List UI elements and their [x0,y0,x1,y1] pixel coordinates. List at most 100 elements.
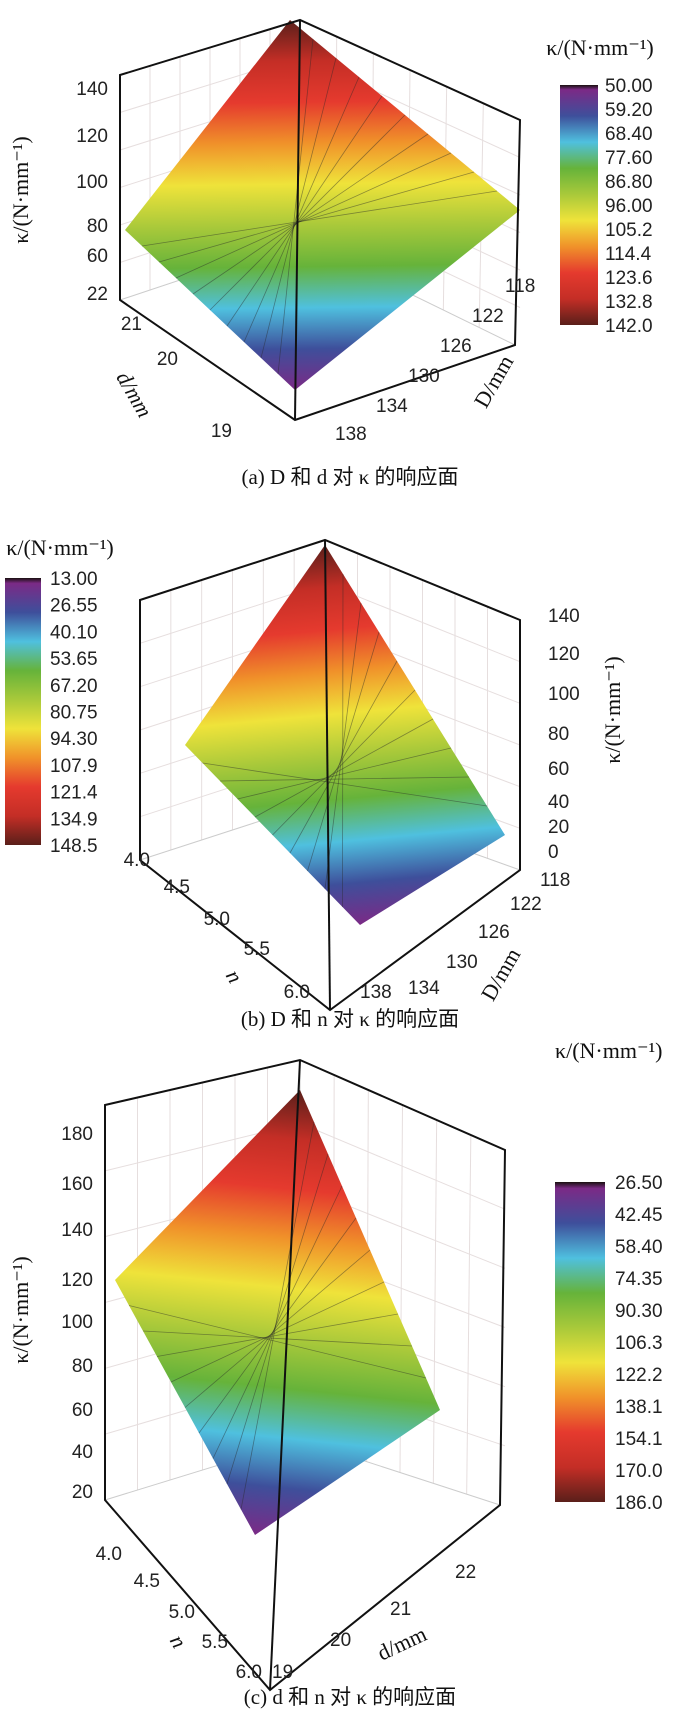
z-axis-label: κ/(N·mm⁻¹) [8,136,33,244]
colorbar-tick-label: 74.35 [615,1269,663,1290]
panel-c: 180 160 140 120 100 80 60 40 20 22 21 20 19 4.0 4.5 5.0… [8,1038,663,1709]
z-tick-label: 100 [76,172,108,193]
contour-line [237,747,452,800]
contour-line [192,133,429,295]
z-tick-label: 80 [548,724,569,745]
y-tick-label: 4.5 [164,877,190,898]
colorbar-tick-label: 13.00 [50,569,98,590]
contour-line [324,602,362,890]
colorbar-tick-label: 26.50 [615,1173,663,1194]
contour-line [240,1121,315,1510]
y-tick-label: 22 [87,284,108,305]
z-tick-label: 80 [87,216,108,237]
y-axis-label: n [221,965,248,987]
contour-line [243,76,360,343]
z-axis-label: κ/(N·mm⁻¹) [8,1256,33,1364]
contour-line [184,1249,371,1408]
z-tick-label: 100 [548,684,580,705]
y-tick-label: 19 [211,421,232,442]
colorbar-tick-label: 94.30 [50,729,98,750]
contour-line [202,762,488,807]
z-tick-label: 40 [72,1442,93,1463]
x-tick-label: 126 [440,336,472,357]
front-edge [294,19,301,421]
z-tick-label: 0 [548,842,559,863]
x-axis-label: D/mm [476,944,526,1005]
colorbar-tick-label: 138.1 [615,1397,663,1418]
x-tick-label: 134 [408,978,440,999]
y-tick-label: 4.0 [124,850,150,871]
colorbar-tick-label: 105.2 [605,220,653,241]
colorbar-tick-label: 59.20 [605,100,653,121]
y-tick-label: 6.0 [284,982,310,1003]
y-axis-label: n [165,1630,192,1652]
colorbar [560,85,598,325]
contour-line [226,1153,329,1485]
z-tick-label: 60 [72,1400,93,1421]
z-tick-label: 140 [76,79,108,100]
x-tick-label: 19 [272,1662,293,1683]
y-tick-label: 5.5 [244,939,270,960]
colorbar-tick-label: 134.9 [50,809,98,830]
contour-line [342,573,344,908]
z-tick-label: 180 [61,1124,93,1145]
contour-line [156,1313,399,1357]
y-tick-label: 6.0 [236,1662,262,1683]
x-tick-label: 138 [335,424,367,445]
colorbar-tick-label: 186.0 [615,1493,663,1514]
panel-caption: (b) D 和 n 对 κ 的响应面 [241,1007,459,1031]
contour-line [226,95,383,327]
x-tick-label: 122 [510,894,542,915]
x-tick-label: 130 [408,366,440,387]
grid-line [432,1119,438,1484]
panel-caption: (c) d 和 n 对 κ 的响应面 [244,1685,456,1709]
x-tick-label: 22 [455,1562,476,1583]
panel-caption: (a) D 和 d 对 κ 的响应面 [241,465,458,489]
colorbar-title: κ/(N·mm⁻¹) [6,535,114,560]
z-tick-label: 80 [72,1356,93,1377]
x-tick-label: 134 [376,396,408,417]
colorbar-tick-label: 106.3 [615,1333,663,1354]
z-tick-label: 40 [548,792,569,813]
contour-line [158,171,475,263]
colorbar-title: κ/(N·mm⁻¹) [546,35,654,60]
contour-line [209,114,406,311]
contour-line [254,718,434,818]
contour-line [142,1330,413,1347]
contour-line [198,1217,357,1434]
z-axis-label: κ/(N·mm⁻¹) [600,656,625,764]
x-tick-label: 118 [540,870,570,891]
colorbar-tick-label: 68.40 [605,124,653,145]
colorbar-tick-label: 58.40 [615,1237,663,1258]
colorbar-tick-label: 86.80 [605,172,653,193]
contour-line [141,190,498,247]
colorbar-tick-label: 77.60 [605,148,653,169]
z-tick-label: 140 [61,1220,93,1241]
response-surface [185,545,505,925]
colorbar-tick-label: 122.2 [615,1365,663,1386]
colorbar-tick-label: 50.00 [605,76,653,97]
y-tick-label: 5.0 [204,909,230,930]
grid-line [466,1134,472,1495]
colorbar-tick-label: 90.30 [615,1301,663,1322]
z-tick-label: 20 [548,817,569,838]
response-surface [115,1090,440,1535]
contour-line [289,660,398,854]
x-tick-label: 126 [478,922,510,943]
contour-line [128,1305,427,1379]
y-tick-label: 5.5 [202,1632,228,1653]
colorbar-tick-label: 123.6 [605,268,653,289]
z-tick-label: 20 [72,1482,93,1503]
colorbar-tick-label: 170.0 [615,1461,663,1482]
colorbar-tick-label: 107.9 [50,756,98,777]
z-tick-label: 160 [61,1174,93,1195]
contour-line [175,152,452,279]
colorbar-tick-label: 42.45 [615,1205,663,1226]
colorbar [5,578,41,845]
colorbar-tick-label: 121.4 [50,783,98,804]
colorbar-tick-label: 96.00 [605,196,653,217]
contour-line [272,689,416,836]
contour-line [170,1281,385,1383]
